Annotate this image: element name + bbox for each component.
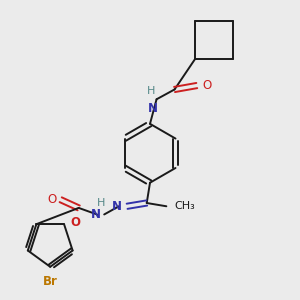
Text: O: O (47, 193, 57, 206)
Text: O: O (70, 216, 80, 229)
Text: N: N (91, 208, 101, 221)
Text: N: N (112, 200, 122, 213)
Text: H: H (146, 86, 155, 96)
Text: O: O (203, 79, 212, 92)
Text: Br: Br (43, 275, 58, 288)
Text: H: H (97, 198, 106, 208)
Text: N: N (148, 102, 158, 115)
Text: CH₃: CH₃ (175, 201, 196, 211)
